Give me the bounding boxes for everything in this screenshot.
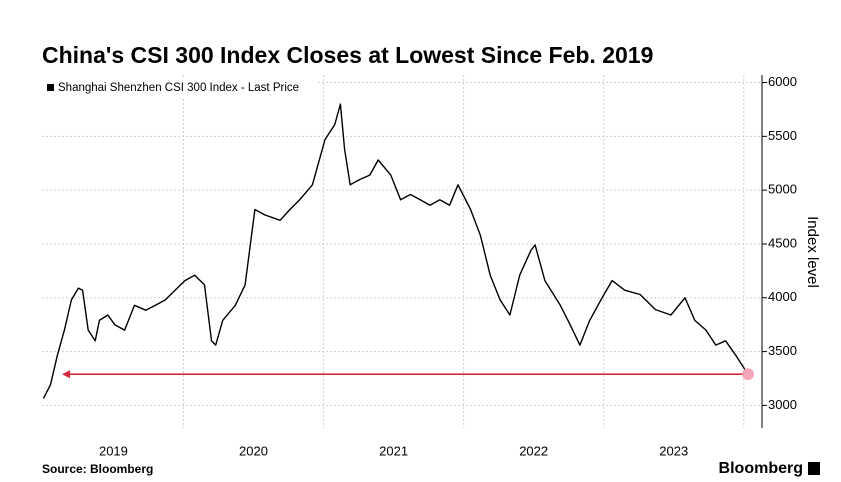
- arrow-head: [62, 370, 70, 379]
- y-tick-label: 4000: [768, 289, 797, 304]
- x-tick-label: 2020: [239, 443, 268, 458]
- line: [42, 103, 749, 399]
- y-tick-label: 4500: [768, 235, 797, 250]
- y-tick-label: 6000: [768, 74, 797, 89]
- x-tick-label: 2023: [659, 443, 688, 458]
- legend-label: Shanghai Shenzhen CSI 300 Index - Last P…: [58, 82, 299, 94]
- x-tick-label: 2022: [519, 443, 548, 458]
- brand-icon: [808, 462, 820, 475]
- brand: Bloomberg: [719, 460, 803, 477]
- legend-box: [42, 78, 318, 98]
- y-tick-label: 3500: [768, 343, 797, 358]
- y-tick-label: 5500: [768, 128, 797, 143]
- chart-title: China's CSI 300 Index Closes at Lowest S…: [42, 42, 653, 68]
- legend-swatch: [47, 84, 54, 91]
- x-tick-label: 2019: [99, 443, 128, 458]
- y-tick-label: 3000: [768, 397, 797, 412]
- source: Source: Bloomberg: [42, 462, 153, 476]
- y-tick-label: 5000: [768, 182, 797, 197]
- y-axis-label: Index level: [804, 216, 821, 288]
- x-tick-label: 2021: [379, 443, 408, 458]
- highlight-point: [741, 368, 754, 381]
